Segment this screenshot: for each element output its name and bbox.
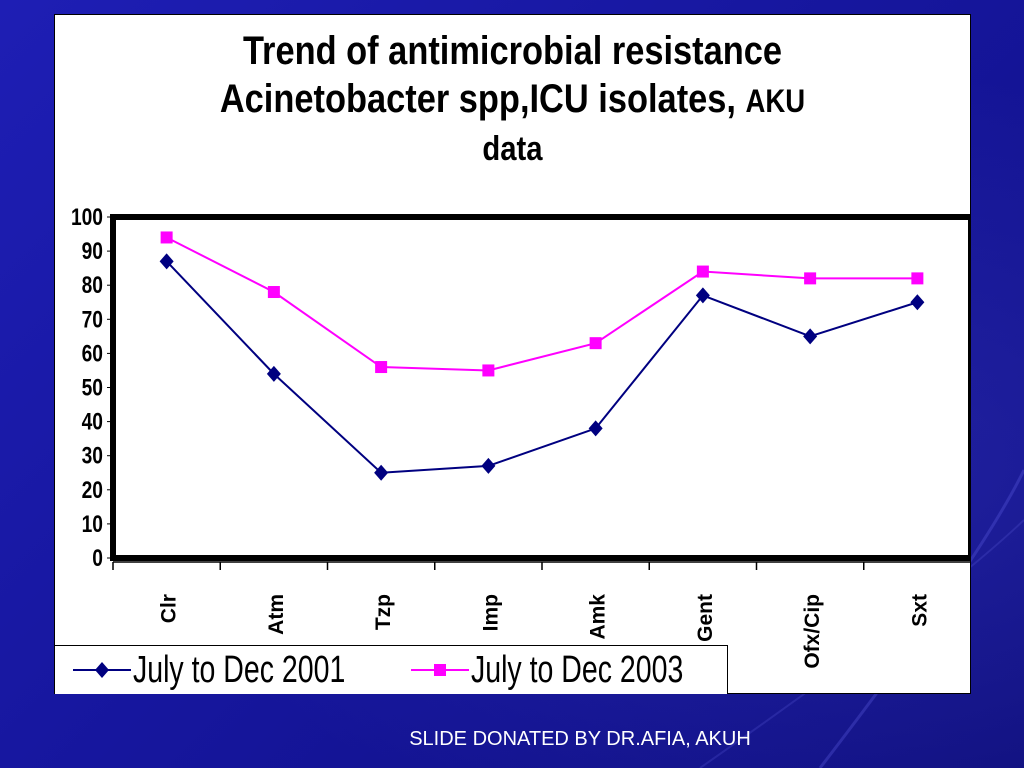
legend-label-2003: July to Dec 2003 xyxy=(471,648,684,691)
y-tick-label: 100 xyxy=(71,203,103,231)
y-tick-label: 20 xyxy=(82,476,103,504)
chart-plot: 0 10 20 30 40 50 60 70 80 90 100 Clr Atm Tzp Imp Amk Gen… xyxy=(71,203,970,669)
x-tick-label: Clr xyxy=(158,594,181,623)
data-point-diamond xyxy=(695,287,710,304)
data-point-diamond xyxy=(266,365,281,382)
chart-title: Trend of antimicrobial resistance Acinet… xyxy=(119,27,906,173)
chart-title-suffix: AKU xyxy=(745,83,806,119)
chart-title-line2: Acinetobacter spp,ICU isolates, AKU xyxy=(119,75,906,125)
chart-panel: Trend of antimicrobial resistance Acinet… xyxy=(54,14,971,694)
data-point-square xyxy=(696,265,709,278)
x-tick-label: Atm xyxy=(265,594,288,635)
data-point-diamond xyxy=(588,420,603,437)
x-tick-label: Sxt xyxy=(908,594,931,627)
data-point-diamond xyxy=(803,328,818,345)
legend-marker xyxy=(95,662,109,678)
legend-marker xyxy=(434,664,446,676)
x-tick-label: Imp xyxy=(479,594,502,631)
legend-item-2003: July to Dec 2003 xyxy=(411,646,754,694)
series-line-1 xyxy=(165,260,918,474)
legend-label-2001: July to Dec 2001 xyxy=(133,648,346,691)
y-tick-label: 30 xyxy=(82,442,103,470)
legend-swatch-2001 xyxy=(73,662,131,678)
x-tick-label: Gent xyxy=(694,594,717,642)
x-tick-label: Ofx/Cip xyxy=(801,594,824,669)
legend-swatch-2003 xyxy=(411,664,469,676)
y-tick-label: 50 xyxy=(82,373,103,401)
data-point-square xyxy=(804,272,817,285)
chart-legend: July to Dec 2001 July to Dec 2003 xyxy=(55,645,728,694)
y-tick-label: 70 xyxy=(82,305,103,333)
data-point-square xyxy=(267,286,280,299)
data-point-diamond xyxy=(374,464,389,481)
data-point-diamond xyxy=(910,294,925,311)
y-tick-label: 0 xyxy=(92,544,103,572)
chart-title-line2-text: Acinetobacter spp,ICU isolates, xyxy=(219,77,736,121)
y-tick-label: 60 xyxy=(82,339,103,367)
y-tick-label: 90 xyxy=(82,237,103,265)
y-tick-label: 80 xyxy=(82,271,103,299)
y-tick-label: 40 xyxy=(82,408,103,436)
data-point-square xyxy=(589,337,602,350)
chart-title-line3: data xyxy=(482,130,543,168)
legend-item-2001: July to Dec 2001 xyxy=(73,646,416,694)
series-line-2 xyxy=(166,236,918,372)
data-point-square xyxy=(375,361,388,374)
data-point-diamond xyxy=(159,253,174,270)
slide-footer: SLIDE DONATED BY DR.AFIA, AKUH xyxy=(409,728,751,750)
data-point-square xyxy=(911,272,924,285)
data-point-diamond xyxy=(481,457,496,474)
plot-frame xyxy=(110,214,970,561)
y-tick-label: 10 xyxy=(82,510,103,538)
chart-title-line1: Trend of antimicrobial resistance xyxy=(242,29,783,73)
data-point-square xyxy=(160,231,173,244)
data-point-square xyxy=(482,364,495,377)
x-tick-label: Tzp xyxy=(372,594,395,630)
x-tick-label: Amk xyxy=(587,594,610,640)
